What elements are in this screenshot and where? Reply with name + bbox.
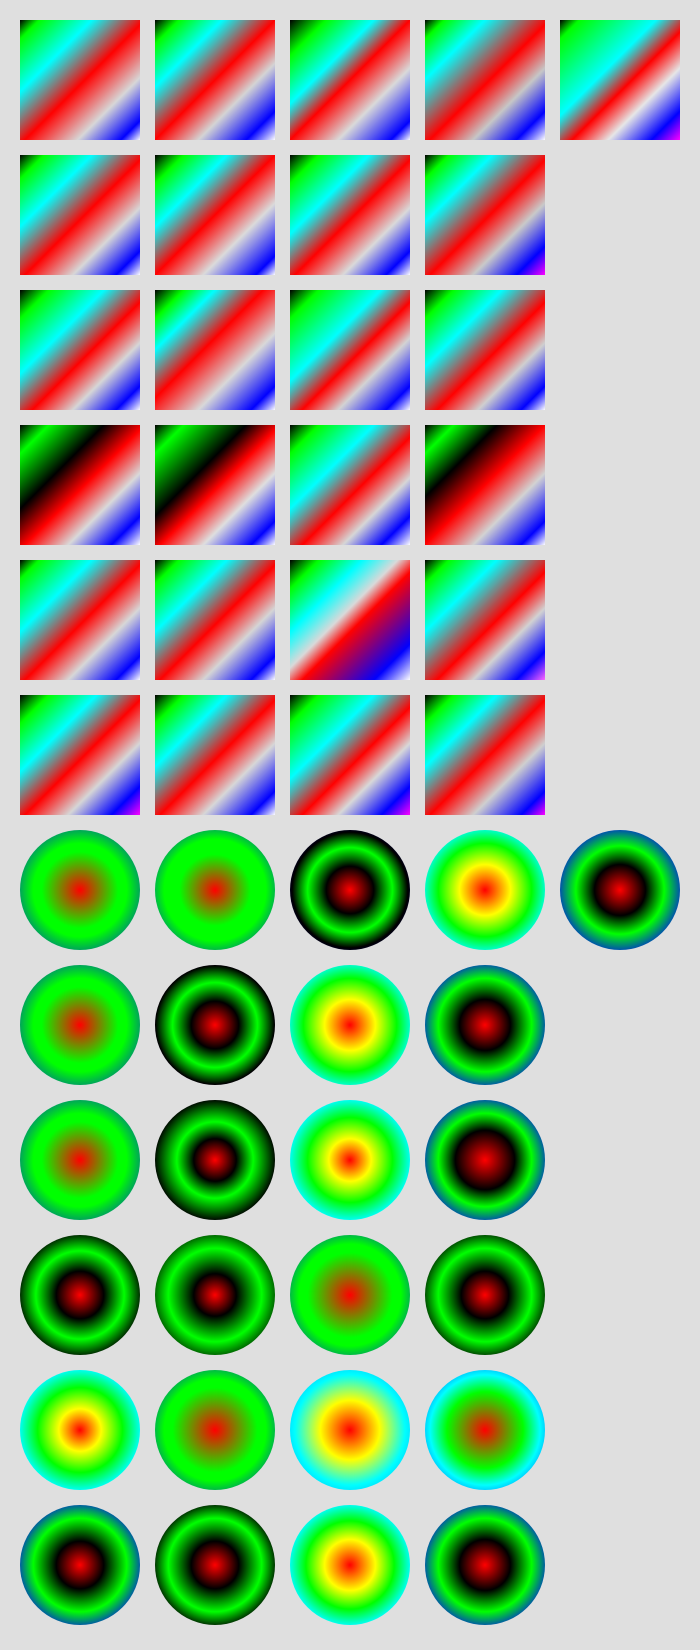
linear-gradient-swatch — [20, 425, 140, 545]
radial-gradient-disc — [155, 1370, 275, 1490]
radial-gradient-disc — [425, 1100, 545, 1220]
radial-gradient-disc — [425, 965, 545, 1085]
radial-gradient-disc — [425, 1505, 545, 1625]
linear-gradient-swatch — [155, 155, 275, 275]
radial-gradient-disc — [425, 830, 545, 950]
linear-gradient-swatch — [155, 695, 275, 815]
radial-row — [20, 1370, 545, 1490]
linear-gradient-swatch — [290, 290, 410, 410]
radial-gradient-disc — [425, 1235, 545, 1355]
linear-gradient-swatch — [290, 20, 410, 140]
radial-gradient-disc — [155, 1235, 275, 1355]
radial-gradient-disc — [20, 1370, 140, 1490]
radial-row — [20, 830, 680, 950]
radial-row — [20, 965, 545, 1085]
linear-row — [20, 20, 680, 140]
radial-gradient-disc — [560, 830, 680, 950]
radial-gradient-disc — [425, 1370, 545, 1490]
linear-row — [20, 290, 545, 410]
radial-gradient-disc — [155, 830, 275, 950]
linear-gradient-swatch — [560, 20, 680, 140]
linear-gradient-swatch — [155, 425, 275, 545]
linear-gradient-swatch — [290, 560, 410, 680]
linear-gradient-swatch — [425, 425, 545, 545]
linear-gradient-swatch — [155, 20, 275, 140]
radial-row — [20, 1235, 545, 1355]
linear-gradient-swatch — [290, 425, 410, 545]
radial-gradient-disc — [155, 1505, 275, 1625]
radial-gradient-disc — [20, 1505, 140, 1625]
linear-gradient-swatch — [20, 695, 140, 815]
radial-gradient-disc — [290, 1505, 410, 1625]
linear-gradient-swatch — [20, 20, 140, 140]
linear-gradient-swatch — [425, 560, 545, 680]
radial-gradient-disc — [20, 1100, 140, 1220]
radial-gradient-disc — [290, 1370, 410, 1490]
radial-gradient-disc — [155, 965, 275, 1085]
linear-row — [20, 155, 545, 275]
radial-gradient-disc — [155, 1100, 275, 1220]
linear-gradient-swatch — [425, 155, 545, 275]
linear-row — [20, 695, 545, 815]
linear-gradient-swatch — [20, 155, 140, 275]
linear-gradient-swatch — [155, 290, 275, 410]
linear-gradient-swatch — [425, 290, 545, 410]
linear-gradient-swatch — [290, 695, 410, 815]
linear-gradient-swatch — [20, 290, 140, 410]
radial-gradient-disc — [20, 965, 140, 1085]
radial-row — [20, 1505, 545, 1625]
radial-gradient-disc — [290, 1235, 410, 1355]
radial-gradient-disc — [290, 830, 410, 950]
radial-gradient-disc — [20, 1235, 140, 1355]
linear-gradient-swatch — [155, 560, 275, 680]
linear-gradient-swatch — [290, 155, 410, 275]
radial-gradient-disc — [290, 965, 410, 1085]
linear-gradient-swatch — [20, 560, 140, 680]
linear-gradient-swatch — [425, 20, 545, 140]
linear-row — [20, 425, 545, 545]
linear-row — [20, 560, 545, 680]
radial-gradient-disc — [20, 830, 140, 950]
radial-gradient-disc — [290, 1100, 410, 1220]
radial-row — [20, 1100, 545, 1220]
linear-gradient-swatch — [425, 695, 545, 815]
